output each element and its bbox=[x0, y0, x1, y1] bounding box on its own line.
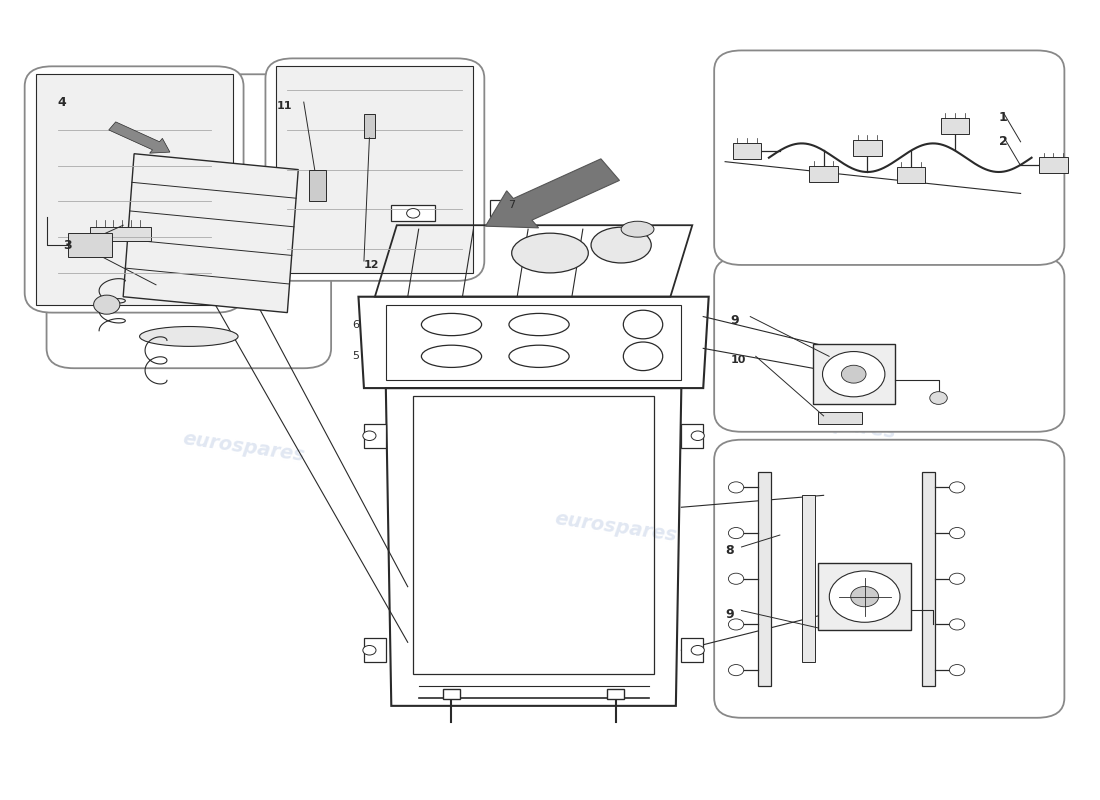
Text: 12: 12 bbox=[364, 260, 380, 270]
Text: 3: 3 bbox=[63, 239, 72, 252]
Circle shape bbox=[363, 646, 376, 655]
Bar bbox=[309, 170, 326, 202]
Polygon shape bbox=[364, 638, 386, 662]
Polygon shape bbox=[364, 424, 386, 448]
FancyArrow shape bbox=[109, 122, 169, 153]
Circle shape bbox=[949, 482, 965, 493]
Text: 10: 10 bbox=[730, 355, 746, 366]
FancyBboxPatch shape bbox=[24, 66, 243, 313]
Bar bbox=[364, 114, 375, 138]
Text: 5: 5 bbox=[353, 351, 360, 362]
Bar bbox=[922, 471, 935, 686]
Bar bbox=[818, 563, 911, 630]
Circle shape bbox=[829, 571, 900, 622]
Polygon shape bbox=[681, 424, 703, 448]
Text: 9: 9 bbox=[725, 608, 734, 621]
Circle shape bbox=[949, 619, 965, 630]
Text: 9: 9 bbox=[730, 314, 739, 327]
Circle shape bbox=[949, 665, 965, 676]
Circle shape bbox=[949, 573, 965, 584]
Text: 8: 8 bbox=[725, 545, 734, 558]
Circle shape bbox=[691, 646, 704, 655]
Text: eurospares: eurospares bbox=[553, 509, 678, 545]
Polygon shape bbox=[123, 154, 298, 313]
Circle shape bbox=[94, 295, 120, 314]
Polygon shape bbox=[35, 74, 232, 305]
Ellipse shape bbox=[140, 326, 238, 346]
Circle shape bbox=[823, 351, 884, 397]
Text: eurospares: eurospares bbox=[182, 430, 306, 466]
Text: 7: 7 bbox=[508, 200, 516, 210]
Circle shape bbox=[728, 619, 744, 630]
Circle shape bbox=[691, 431, 704, 441]
FancyBboxPatch shape bbox=[714, 50, 1065, 265]
FancyBboxPatch shape bbox=[265, 58, 484, 281]
Circle shape bbox=[850, 586, 879, 606]
Bar bbox=[813, 344, 894, 404]
Bar bbox=[940, 118, 969, 134]
Bar bbox=[896, 167, 925, 183]
Bar bbox=[490, 200, 534, 216]
Circle shape bbox=[949, 527, 965, 538]
Ellipse shape bbox=[591, 227, 651, 263]
Circle shape bbox=[842, 366, 866, 383]
Bar bbox=[854, 140, 881, 156]
Bar bbox=[90, 227, 151, 241]
Bar bbox=[442, 689, 460, 698]
Text: 1: 1 bbox=[999, 111, 1008, 125]
Circle shape bbox=[728, 665, 744, 676]
Polygon shape bbox=[681, 638, 703, 662]
Text: 2: 2 bbox=[999, 135, 1008, 148]
Circle shape bbox=[728, 482, 744, 493]
Bar bbox=[818, 412, 862, 424]
Circle shape bbox=[728, 573, 744, 584]
Text: 6: 6 bbox=[353, 319, 360, 330]
Bar bbox=[1040, 158, 1068, 174]
Circle shape bbox=[407, 209, 420, 218]
Bar bbox=[758, 471, 771, 686]
Bar bbox=[68, 233, 112, 257]
FancyBboxPatch shape bbox=[714, 257, 1065, 432]
Circle shape bbox=[728, 527, 744, 538]
Bar bbox=[607, 689, 625, 698]
Bar bbox=[276, 66, 473, 273]
FancyArrow shape bbox=[485, 159, 619, 228]
FancyBboxPatch shape bbox=[714, 440, 1065, 718]
FancyBboxPatch shape bbox=[46, 74, 331, 368]
Ellipse shape bbox=[512, 233, 588, 273]
Text: 4: 4 bbox=[57, 96, 66, 109]
Bar bbox=[733, 143, 761, 158]
Bar bbox=[810, 166, 838, 182]
Bar bbox=[392, 206, 436, 222]
Bar bbox=[802, 495, 815, 662]
Text: 11: 11 bbox=[276, 101, 292, 111]
Circle shape bbox=[363, 431, 376, 441]
Text: eurospares: eurospares bbox=[772, 406, 896, 442]
Ellipse shape bbox=[621, 222, 654, 237]
Circle shape bbox=[930, 392, 947, 404]
Circle shape bbox=[505, 203, 518, 213]
